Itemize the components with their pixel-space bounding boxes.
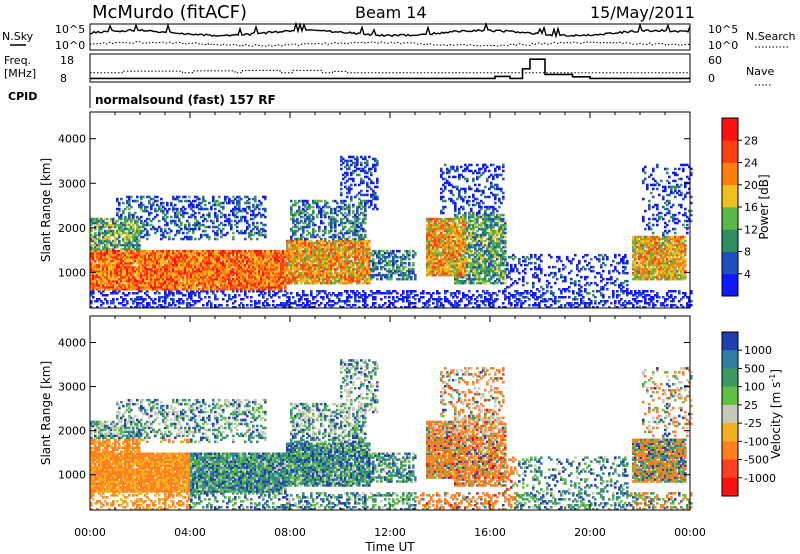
range-tick-label: 3000	[58, 381, 86, 394]
nave-tick-bottom: 0	[708, 72, 715, 85]
range-tick-label: 4000	[58, 133, 86, 146]
colorbar-swatch	[722, 477, 738, 497]
colorbar-tick-label: 16	[744, 201, 758, 214]
colorbar-swatch	[722, 140, 738, 163]
colorbar-swatch	[722, 229, 738, 252]
velocity-colorbar-label: Velocity [m s-1]	[768, 369, 783, 459]
colorbar-tick-label: 24	[744, 157, 758, 170]
colorbar-swatch	[722, 207, 738, 230]
velocity-colorbar-label-main: Velocity [m s	[769, 382, 783, 459]
time-tick-label: 08:00	[274, 526, 306, 539]
freq-nave-panel: Freq. [MHz] 18 8 60 0 Nave	[4, 53, 774, 86]
noise-left-tick-top: 10^5	[55, 23, 85, 36]
freq-label-line1: Freq.	[4, 54, 31, 67]
colorbar-tick-label: 25	[744, 399, 758, 412]
colorbar-swatch	[722, 118, 738, 141]
nsearch-line	[89, 40, 691, 47]
nave-line	[90, 58, 690, 80]
time-tick-label: 00:00	[674, 526, 706, 539]
range-tick-label: 3000	[58, 177, 86, 190]
colorbar-tick-label: 8	[744, 246, 751, 259]
colorbar-tick-label: 1000	[744, 344, 772, 357]
colorbar-tick-label: 20	[744, 179, 758, 192]
date-title: 15/May/2011	[590, 3, 695, 22]
nsearch-label: N.Search	[746, 30, 796, 43]
time-tick-label: 00:00	[74, 526, 106, 539]
colorbar-swatch	[722, 404, 738, 424]
cpid-label: CPID	[8, 90, 37, 103]
colorbar-swatch	[722, 184, 738, 208]
freq-tick-top: 18	[60, 54, 74, 67]
range-tick-label: 1000	[58, 469, 86, 482]
nsky-label: N.Sky	[2, 30, 34, 43]
velocity-colorbar: 1000 500 100 25 -25 -100 -500 -1000 Velocity [m…	[721, 331, 783, 497]
colorbar-tick-label: 4	[744, 268, 751, 281]
colorbar-swatch	[722, 162, 738, 186]
velocity-data-cells	[90, 359, 693, 511]
colorbar-swatch	[722, 368, 738, 388]
noise-right-tick-top: 10^5	[708, 23, 738, 36]
colorbar-tick-label: -1000	[744, 472, 776, 485]
range-tick-label: 2000	[58, 222, 86, 235]
freq-tick-bottom: 8	[60, 72, 67, 85]
nave-tick-top: 60	[708, 54, 722, 67]
colorbar-tick-label: -500	[744, 454, 769, 467]
colorbar-swatch	[722, 386, 738, 406]
time-tick-label: 04:00	[174, 526, 206, 539]
colorbar-tick-label: 100	[744, 381, 765, 394]
colorbar-tick-label: 28	[744, 134, 758, 147]
power-ylabel: Slant Range [km]	[39, 158, 53, 262]
power-data-cells	[90, 155, 693, 309]
noise-right-tick-bottom: 10^0	[708, 39, 738, 52]
power-colorbar-label: Power [dB]	[757, 174, 771, 239]
noise-left-tick-bottom: 10^0	[55, 39, 85, 52]
nave-label: Nave	[746, 65, 774, 78]
colorbar-tick-label: -100	[744, 435, 769, 448]
noise-panel: N.Sky 10^5 10^0 10^5 10^0 N.Search	[2, 21, 796, 52]
nsky-line	[89, 21, 691, 39]
time-tick-label: 20:00	[574, 526, 606, 539]
range-tick-label: 2000	[58, 425, 86, 438]
colorbar-swatch	[722, 441, 738, 460]
mode-label: normalsound (fast) 157 RF	[95, 93, 276, 107]
power-colorbar: 4 8 12 16 20 24 28 Power [dB]	[721, 117, 771, 297]
beam-title: Beam 14	[355, 3, 427, 22]
colorbar-swatch	[722, 423, 738, 442]
velocity-panel: 1000 2000 3000 4000 00:00 04:00 08:00 12:00 16:…	[39, 315, 706, 554]
colorbar-swatch	[722, 350, 738, 369]
time-tick-label: 16:00	[474, 526, 506, 539]
colorbar-swatch	[722, 273, 738, 297]
colorbar-tick-label: -25	[744, 417, 762, 430]
range-tick-label: 4000	[58, 336, 86, 349]
time-xlabel: Time UT	[364, 540, 415, 554]
time-tick-label: 12:00	[374, 526, 406, 539]
station-title: McMurdo (fitACF)	[92, 2, 247, 23]
freq-line	[90, 69, 690, 74]
velocity-colorbar-label-sup: -1	[768, 374, 777, 382]
colorbar-swatch	[722, 459, 738, 479]
freq-label-line2: [MHz]	[4, 67, 36, 80]
colorbar-swatch	[722, 332, 738, 351]
colorbar-swatch	[722, 251, 738, 275]
velocity-ylabel: Slant Range [km]	[39, 361, 53, 465]
colorbar-tick-label: 500	[744, 362, 765, 375]
velocity-colorbar-label-end: ]	[769, 369, 783, 374]
range-tick-label: 1000	[58, 266, 86, 279]
colorbar-tick-label: 12	[744, 223, 758, 236]
power-panel: 1000 2000 3000 4000 Slant Range [km]	[39, 111, 693, 309]
